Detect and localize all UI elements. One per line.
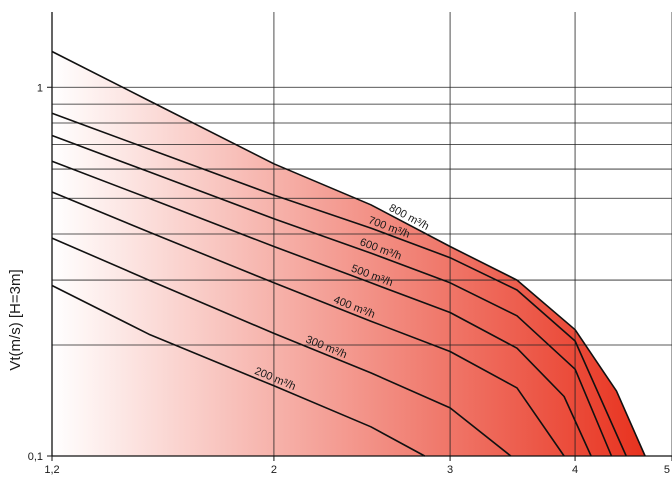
y-tick-label: 0,1 (28, 451, 43, 463)
series-line-1 (51, 284, 426, 457)
y-axis-title: Vt(m/s) [H=3m] (7, 269, 24, 370)
x-tick-label: 2 (271, 464, 277, 476)
series-line-4 (51, 160, 592, 457)
series-line-2 (51, 237, 512, 457)
series-line-6 (51, 112, 627, 457)
series-line-3 (51, 191, 565, 457)
x-tick-label: 3 (447, 464, 453, 476)
x-tick-label: 1,2 (44, 464, 59, 476)
tick-labels: 1,2 2 3 4 5 0,1 1 (28, 82, 670, 476)
x-tick-label: 5 (664, 464, 670, 476)
series-lines (51, 50, 646, 457)
y-tick-label: 1 (37, 82, 43, 94)
series-line-7 (51, 50, 646, 457)
series-line-5 (51, 134, 613, 457)
axes (47, 12, 672, 461)
x-tick-label: 4 (572, 464, 578, 476)
